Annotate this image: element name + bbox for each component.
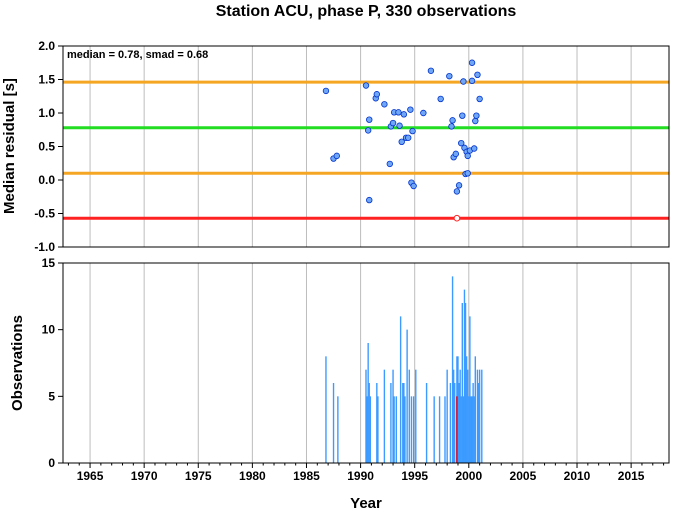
residual-point bbox=[405, 134, 412, 141]
residual-panel: -1.0 -0.5 0.0 0.5 1.0 1.5 2.0 median = 0.78, s… bbox=[1, 39, 670, 254]
count-y-tick-label: 15 bbox=[42, 256, 56, 270]
residual-point bbox=[386, 160, 394, 168]
residual-point bbox=[398, 138, 405, 146]
x-tick-label: 2015 bbox=[618, 469, 645, 483]
count-panel: 0 5 10 15 1965 1970 1975 1980 1985 1990 1995 2000 2… bbox=[9, 256, 670, 511]
residual-point bbox=[362, 82, 370, 89]
x-tick-label: 1990 bbox=[347, 469, 374, 483]
residual-points bbox=[322, 59, 483, 222]
residual-point bbox=[464, 152, 471, 160]
residual-point bbox=[389, 119, 397, 127]
residual-point bbox=[364, 127, 372, 134]
residual-y-tick-label: 0.5 bbox=[38, 140, 55, 154]
count-plot-frame bbox=[62, 262, 670, 464]
residual-y-tick-label: -1.0 bbox=[34, 240, 55, 254]
count-y-tick-label: 10 bbox=[42, 323, 56, 337]
count-y-axis-title: Observations bbox=[9, 315, 26, 411]
residual-y-tick-label: 2.0 bbox=[38, 39, 55, 53]
chart-title: Station ACU, phase P, 330 observations bbox=[216, 3, 517, 20]
residual-point bbox=[410, 182, 417, 190]
residual-point bbox=[468, 77, 476, 85]
stats-annotation: median = 0.78, smad = 0.68 bbox=[67, 49, 208, 61]
x-axis-ticks: 1965 1970 1975 1980 1985 1990 1995 2000 2005 2010… bbox=[67, 463, 665, 483]
residual-y-tick-label: -0.5 bbox=[34, 207, 55, 221]
count-y-ticks: 0 5 10 15 bbox=[42, 256, 63, 470]
residual-point bbox=[373, 91, 381, 98]
residual-point bbox=[407, 106, 414, 113]
x-tick-label: 1995 bbox=[401, 469, 428, 483]
x-axis-title: Year bbox=[350, 495, 382, 511]
residual-point bbox=[448, 123, 455, 130]
x-tick-label: 2010 bbox=[564, 469, 591, 483]
residual-y-tick-label: 1.5 bbox=[38, 73, 55, 87]
residual-y-tick-label: 1.0 bbox=[38, 106, 55, 120]
count-y-tick-label: 5 bbox=[48, 389, 55, 403]
x-tick-label: 1970 bbox=[131, 469, 158, 483]
residual-point bbox=[473, 112, 480, 119]
residual-point bbox=[420, 109, 427, 117]
x-tick-label: 1965 bbox=[77, 469, 104, 483]
residual-point bbox=[381, 101, 388, 108]
outlier-point bbox=[453, 214, 461, 222]
residual-point bbox=[453, 188, 461, 195]
residual-point bbox=[474, 71, 481, 79]
residual-point bbox=[460, 78, 467, 85]
residual-point bbox=[437, 95, 444, 103]
x-tick-label: 1975 bbox=[185, 469, 212, 483]
residual-y-axis-title: Median residual [s] bbox=[1, 78, 18, 214]
residual-point bbox=[459, 112, 466, 119]
x-tick-label: 2005 bbox=[510, 469, 537, 483]
residual-point bbox=[333, 152, 340, 160]
residual-point bbox=[396, 122, 403, 129]
residual-grid bbox=[89, 46, 632, 247]
residual-point bbox=[409, 127, 416, 135]
residual-point bbox=[452, 150, 460, 158]
residual-point bbox=[322, 87, 330, 95]
residual-point bbox=[472, 117, 479, 125]
residual-point bbox=[366, 116, 373, 123]
count-bars bbox=[325, 276, 483, 463]
residual-point bbox=[427, 67, 435, 74]
count-grid bbox=[89, 263, 632, 463]
residual-y-tick-label: 0.0 bbox=[38, 173, 55, 187]
x-tick-label: 1980 bbox=[239, 469, 266, 483]
x-tick-label: 1985 bbox=[293, 469, 320, 483]
count-y-tick-label: 0 bbox=[48, 456, 55, 470]
residual-point bbox=[400, 111, 408, 118]
residual-point bbox=[446, 72, 453, 80]
residual-point bbox=[455, 182, 463, 189]
residual-point bbox=[476, 95, 483, 103]
residual-point bbox=[464, 170, 471, 177]
reference-lines bbox=[63, 80, 669, 220]
residual-y-ticks: -1.0 -0.5 0.0 0.5 1.0 1.5 2.0 bbox=[34, 39, 63, 254]
residual-point bbox=[458, 139, 465, 147]
residual-point bbox=[471, 145, 478, 152]
residual-point bbox=[449, 117, 456, 124]
residual-point bbox=[395, 109, 402, 116]
residual-point bbox=[468, 59, 476, 66]
residual-point bbox=[366, 196, 373, 204]
x-tick-label: 2000 bbox=[455, 469, 482, 483]
